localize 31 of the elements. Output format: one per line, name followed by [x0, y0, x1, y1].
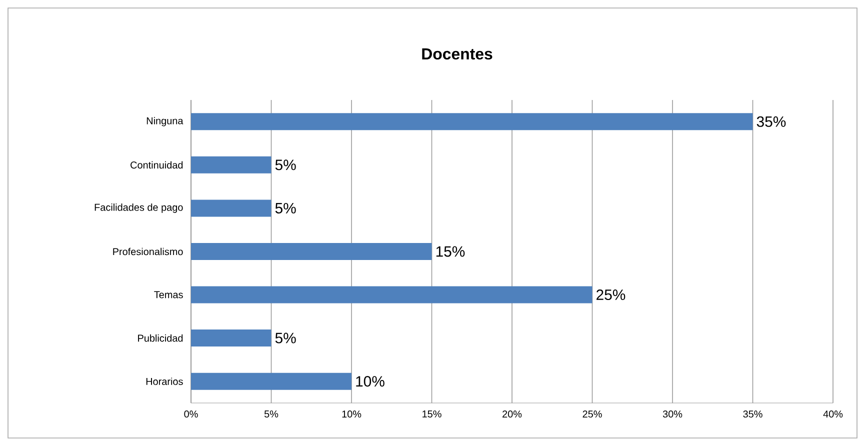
chart-title: Docentes — [422, 48, 492, 60]
data-label: 35% — [756, 116, 786, 127]
bar — [191, 242, 432, 260]
y-tick-label: Facilidades de pago — [94, 204, 183, 213]
x-tick-label: 20% — [502, 410, 522, 418]
data-label: 15% — [436, 246, 465, 257]
bar — [191, 372, 352, 390]
data-label: 5% — [275, 332, 296, 344]
data-label: 10% — [356, 376, 384, 387]
bar — [191, 330, 272, 347]
bar — [191, 156, 272, 174]
y-tick-label: Ninguna — [146, 116, 184, 126]
y-tick-label: Temas — [154, 291, 183, 298]
y-tick-label: Profesionalismo — [113, 248, 183, 256]
x-tick-label: 15% — [422, 410, 442, 418]
y-tick-label: Publicidad — [138, 334, 183, 342]
x-tick-label: 25% — [582, 410, 602, 418]
x-tick-label: 10% — [342, 410, 362, 418]
x-tick-label: 30% — [662, 410, 682, 418]
bar — [191, 286, 592, 304]
x-tick-label: 0% — [184, 410, 198, 418]
data-label: 5% — [275, 202, 296, 214]
x-tick-label: 40% — [823, 410, 843, 418]
data-label: 5% — [275, 160, 296, 170]
data-label: 25% — [596, 289, 626, 300]
bar — [191, 113, 753, 130]
bar — [191, 200, 272, 217]
y-tick-label: Horarios — [146, 378, 183, 385]
x-tick-label: 35% — [743, 410, 762, 418]
x-tick-label: 5% — [264, 410, 278, 418]
y-tick-label: Continuidad — [130, 161, 183, 169]
